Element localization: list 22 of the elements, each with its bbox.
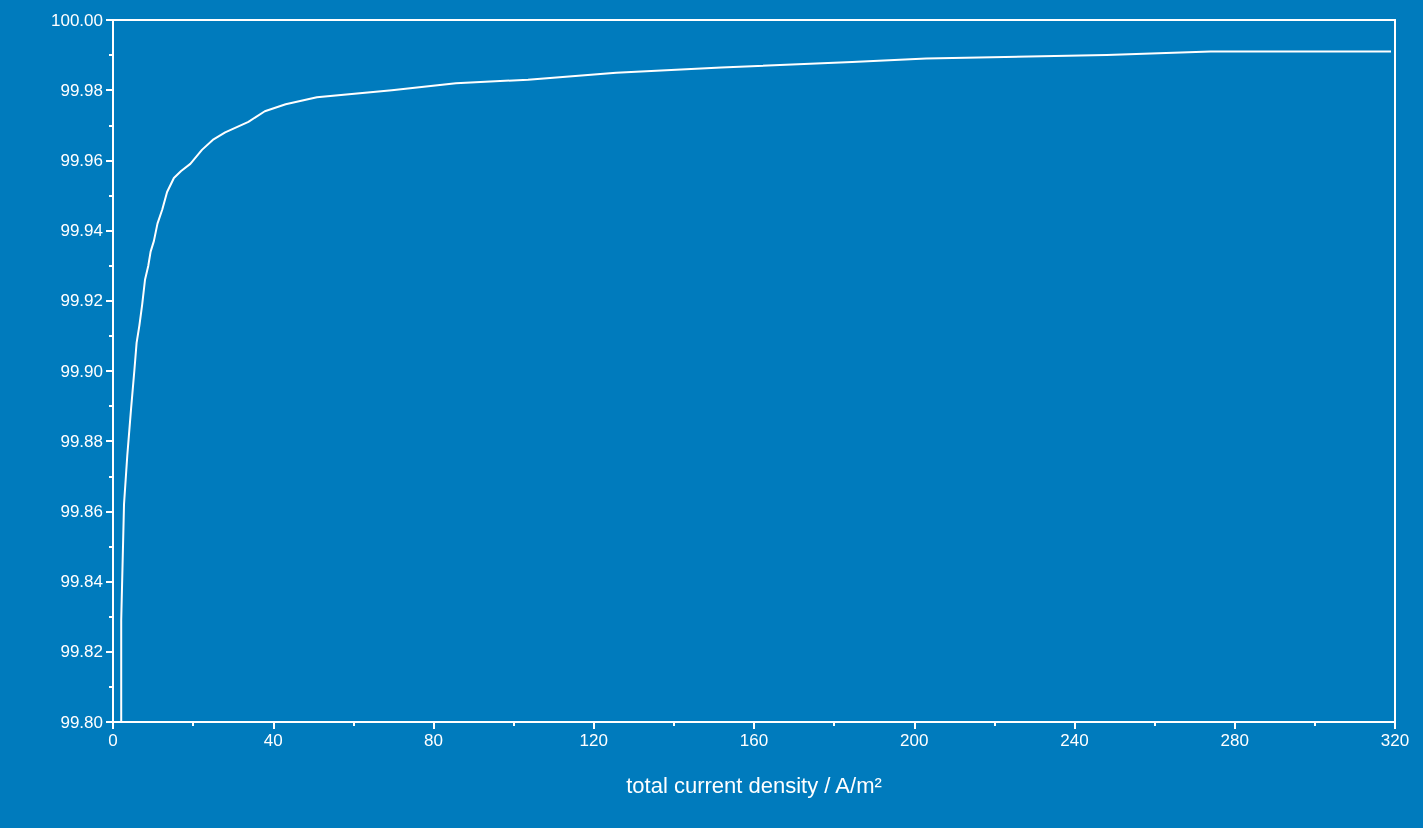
x-tick-label: 280 — [1220, 731, 1249, 750]
y-tick-label: 99.84 — [60, 572, 103, 592]
x-tick-label: 240 — [1060, 731, 1089, 750]
x-tick-label: 120 — [579, 731, 608, 750]
y-tick-label: 99.86 — [60, 501, 103, 521]
x-tick-label: 160 — [739, 731, 769, 750]
x-tick-label: 200 — [900, 731, 929, 750]
y-tick-label: 99.80 — [60, 712, 103, 732]
x-tick-label: 80 — [424, 731, 443, 750]
y-tick-label: 99.98 — [60, 80, 103, 100]
line-series — [120, 50, 1392, 723]
y-tick-label: 99.92 — [60, 291, 103, 311]
y-tick-label: 99.90 — [60, 361, 103, 381]
y-tick-label: 99.82 — [60, 642, 103, 662]
x-tick-label: 40 — [263, 731, 283, 750]
y-tick-label: 100.00 — [51, 10, 103, 30]
y-tick-label: 99.96 — [60, 150, 103, 170]
x-tick-label: 320 — [1380, 731, 1410, 750]
y-tick-label: 99.94 — [60, 221, 103, 241]
x-axis-title: total current density / A/m² — [626, 772, 882, 798]
y-tick-label: 99.88 — [60, 431, 103, 451]
x-tick-label: 0 — [108, 731, 118, 750]
